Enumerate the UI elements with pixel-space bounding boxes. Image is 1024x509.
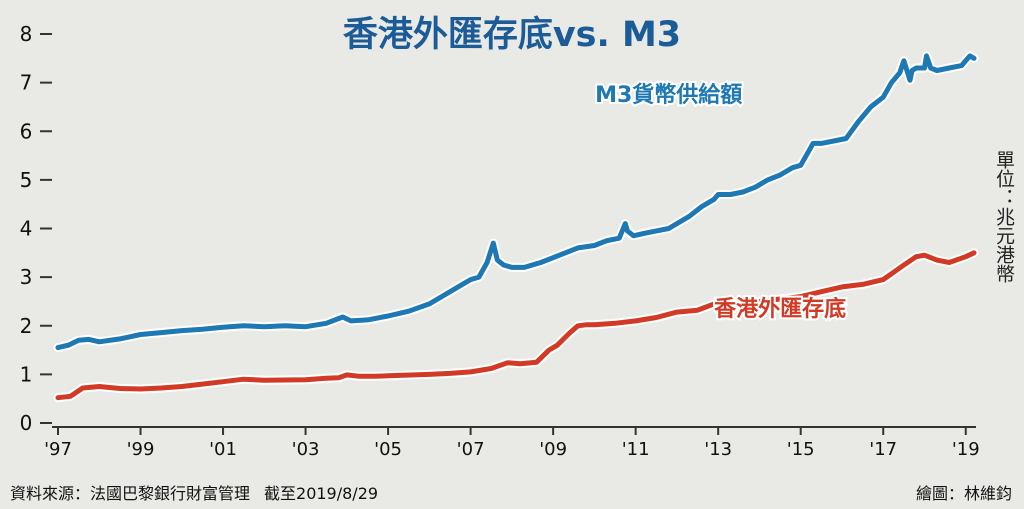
x-tick-label: '15 [787,439,815,460]
y-tick-label: 5 [20,168,33,192]
y-tick-label: 6 [20,119,33,143]
series-label-fx-reserves: 香港外匯存底 [714,296,846,322]
x-tick-label: '99 [127,439,155,460]
x-tick-label: '07 [457,439,485,460]
x-tick-label: '01 [209,439,237,460]
series-line-m3 [55,53,977,351]
y-tick-label: 3 [20,265,33,289]
x-tick-label: '97 [44,439,72,460]
y-tick-label: 8 [20,22,33,46]
date-note: 截至2019/8/29 [264,484,379,503]
y-tick-label: 7 [20,71,33,95]
source-note: 資料來源：法國巴黎銀行財富管理 截至2019/8/29 [10,480,378,504]
y-tick-label: 0 [20,411,33,435]
x-tick-label: '17 [869,439,897,460]
x-tick-label: '05 [374,439,402,460]
y-tick-label: 1 [20,362,33,386]
series-label-m3: M3貨幣供給額 [595,82,742,108]
chart-title: 香港外匯存底vs. M3 [342,15,682,55]
x-tick-label: '19 [952,439,980,460]
x-tick-label: '11 [622,439,650,460]
y-tick-label: 4 [20,217,33,241]
x-tick-label: '13 [704,439,732,460]
source-text: 資料來源：法國巴黎銀行財富管理 [10,484,251,503]
y-tick-label: 2 [20,314,33,338]
x-tick-label: '09 [539,439,567,460]
unit-label: 單位：兆元港幣 [993,150,1015,283]
series-line-fx-reserves [55,250,977,401]
x-tick-label: '03 [292,439,320,460]
credit-text: 繪圖：林維鈞 [915,484,1012,503]
